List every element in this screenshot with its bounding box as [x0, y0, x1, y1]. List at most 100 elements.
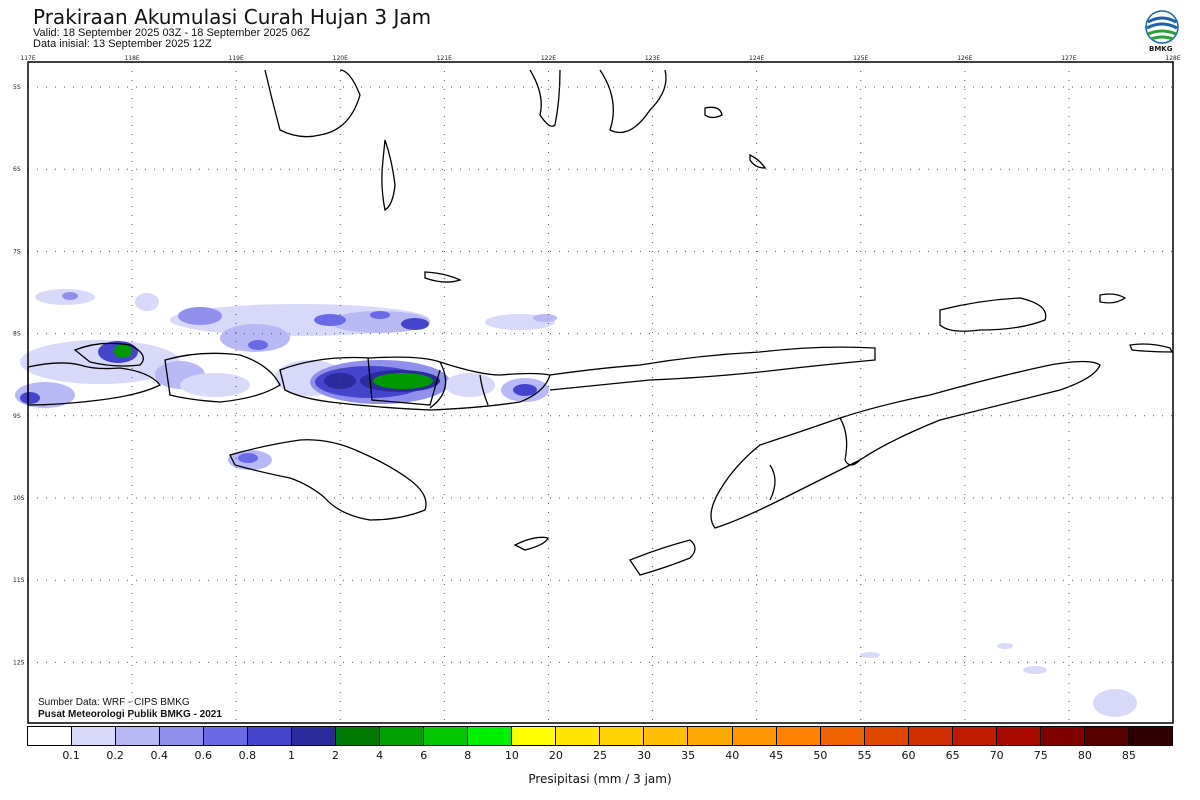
latitude-tick-label: 12S: [13, 659, 25, 666]
timor-island: [710, 360, 1101, 529]
flores-district-2: [429, 361, 447, 409]
colorbar-segment: [908, 727, 953, 745]
colorbar-label: 40: [725, 749, 740, 762]
coastlines: [27, 69, 1174, 576]
colorbar-segment: [556, 727, 601, 745]
colorbar-segment: [468, 727, 513, 745]
colorbar-label: 35: [681, 749, 696, 762]
timor-border: [839, 417, 861, 466]
longitude-tick-label: 126E: [957, 55, 972, 62]
small-isle-2: [704, 106, 723, 119]
colorbar-label: 20: [548, 749, 563, 762]
latitude-ticks: 5S 6S 7S 8S 9S 10S 11S 12S: [13, 84, 25, 666]
small-isle-3: [749, 153, 767, 169]
data-source: Sumber Data: WRF - CIPS BMKG: [38, 697, 190, 708]
colorbar-label: 1: [287, 749, 295, 762]
latitude-tick-label: 8S: [13, 331, 21, 338]
flores-east-coast: [479, 374, 489, 406]
flores-district-1: [367, 357, 441, 406]
north-sumbawa-coast: [73, 342, 144, 367]
flores-west: [164, 352, 281, 403]
longitude-tick-label: 119E: [229, 55, 244, 62]
colorbar-label: 0.6: [194, 749, 213, 762]
colorbar-label: 2: [332, 749, 340, 762]
colorbar-label: 8: [464, 749, 472, 762]
wetar-east: [1099, 293, 1127, 304]
selayar-coast: [264, 69, 361, 138]
savu-island: [513, 536, 549, 551]
colorbar-segment: [732, 727, 777, 745]
longitude-tick-label: 121E: [437, 55, 452, 62]
colorbar-segment: [28, 727, 73, 745]
longitude-tick-label: 127E: [1061, 55, 1076, 62]
map-title: Prakiraan Akumulasi Curah Hujan 3 Jam: [33, 5, 432, 29]
colorbar-label: 60: [901, 749, 916, 762]
colorbar-label: 55: [857, 749, 872, 762]
colorbar-label: 75: [1033, 749, 1048, 762]
colorbar-segment: [996, 727, 1041, 745]
latitude-tick-label: 6S: [13, 166, 21, 173]
latitude-tick-label: 9S: [13, 413, 21, 420]
longitude-tick-label: 117E: [20, 55, 35, 62]
longitude-tick-label: 125E: [853, 55, 868, 62]
header: Prakiraan Akumulasi Curah Hujan 3 Jam Va…: [33, 6, 431, 50]
colorbar-segment: [600, 727, 645, 745]
colorbar-segment: [204, 727, 249, 745]
longitude-tick-label: 128E: [1165, 55, 1180, 62]
colorbar-label: 25: [593, 749, 607, 762]
colorbar-label: 30: [637, 749, 652, 762]
colorbar-label: 4: [376, 749, 384, 762]
small-isle-1: [424, 271, 462, 283]
colorbar-label: 10: [504, 749, 519, 762]
precipitation-areas: [15, 289, 1137, 717]
colorbar-segment: [292, 727, 337, 745]
initial-data-time: Data inisial: 13 September 2025 12Z: [33, 38, 212, 50]
colorbar-segment: [380, 727, 425, 745]
colorbar-label: 70: [989, 749, 1004, 762]
east-coast-south: [1129, 343, 1174, 353]
colorbar-segment: [336, 727, 381, 745]
graticule: [28, 62, 1173, 723]
colorbar-label: 0.1: [62, 749, 80, 762]
colorbar-label: 65: [945, 749, 960, 762]
valid-period: Valid: 18 September 2025 03Z - 18 Septem…: [33, 27, 310, 39]
colorbar-segment: [952, 727, 997, 745]
colorbar-segment: [424, 727, 469, 745]
colorbar-label: 45: [769, 749, 784, 762]
organization: Pusat Meteorologi Publik BMKG - 2021: [38, 709, 222, 720]
colorbar-segment: [1128, 727, 1172, 745]
colorbar-segment: [160, 727, 205, 745]
colorbar-label: 0.4: [150, 749, 168, 762]
sumba-island: [229, 439, 427, 521]
longitude-ticks: 117E 118E 119E 120E 121E 122E 123E 124E 125E 126E…: [20, 55, 1180, 62]
buton-coast: [599, 69, 667, 134]
latitude-tick-label: 10S: [13, 495, 25, 502]
longitude-tick-label: 124E: [749, 55, 764, 62]
colorbar-segment: [1084, 727, 1129, 745]
colorbar: [27, 726, 1173, 746]
map-frame: [27, 61, 1174, 724]
latitude-tick-label: 7S: [13, 248, 21, 255]
colorbar-segment: [1040, 727, 1085, 745]
sumbawa-coast: [27, 362, 161, 406]
logo-text: BMKG: [1149, 45, 1173, 53]
colorbar-label: 85: [1121, 749, 1136, 762]
colorbar-label: 0.8: [238, 749, 257, 762]
colorbar-label: 0.2: [106, 749, 124, 762]
colorbar-segment: [116, 727, 161, 745]
wetar-island: [939, 297, 1047, 332]
timor-district: [769, 464, 776, 501]
colorbar-segment: [248, 727, 293, 745]
solor-alor-coast: [549, 346, 876, 391]
longitude-tick-label: 123E: [645, 55, 660, 62]
sulawesi-coast: [381, 139, 396, 212]
sulawesi-se: [529, 69, 561, 127]
colorbar-labels: 0.1 0.2 0.4 0.6 0.8 1 2 4 6 8 10 20 25 30 35 40 45 50 55 60…: [27, 749, 1173, 763]
rote-island: [629, 539, 696, 576]
colorbar-segment: [864, 727, 909, 745]
colorbar-segment: [776, 727, 821, 745]
colorbar-segment: [72, 727, 117, 745]
colorbar-label: 6: [420, 749, 428, 762]
colorbar-label: 50: [813, 749, 828, 762]
colorbar-segment: [512, 727, 557, 745]
